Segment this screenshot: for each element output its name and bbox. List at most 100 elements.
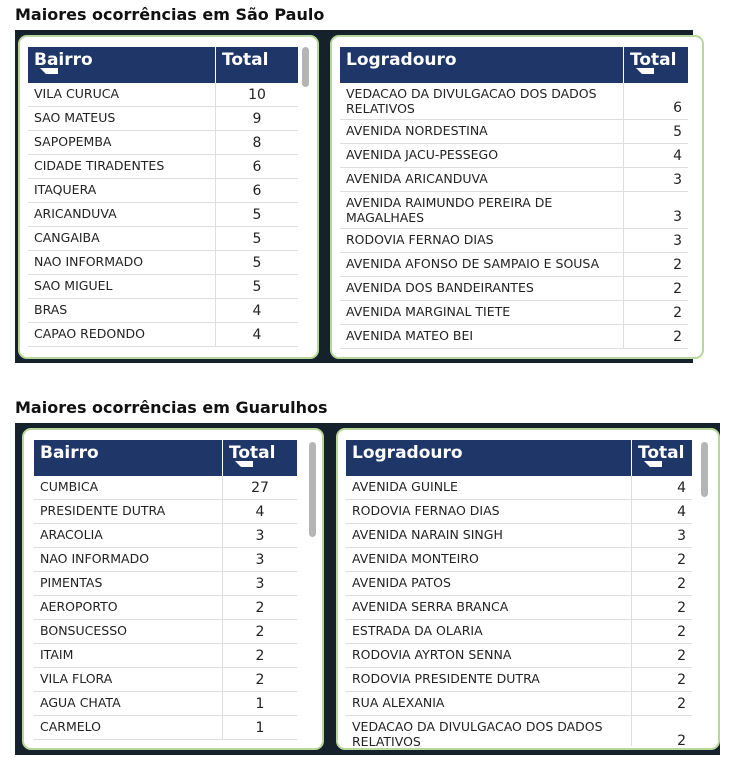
table: Logradouro Total AVENIDA GUINLE 4 RODOVIA FE… [346,440,692,746]
scrollbar [701,442,708,497]
table-header: Logradouro Total [346,440,692,476]
cell-text: RODOVIA AYRTON SENNA [346,644,632,667]
cell-number: 2 [673,257,682,273]
cell-number: 27 [251,480,269,496]
cell-text: ARICANDUVA [28,203,216,226]
table-row: SAO MIGUEL 5 [28,275,298,299]
cell-number: 2 [677,576,686,592]
scrollbar [302,47,309,87]
table-row: ARACOLIA 3 [34,524,297,548]
table-row: RUA ALEXANIA 2 [346,692,692,716]
table-row: AVENIDA DOS BANDEIRANTES 2 [340,277,688,301]
table-row: RODOVIA AYRTON SENNA 2 [346,644,692,668]
cell-number: 2 [677,552,686,568]
cell-text: NAO INFORMADO [28,251,216,274]
table-row: AVENIDA RAIMUNDO PEREIRA DE MAGALHAES 3 [340,192,688,229]
table-row: RODOVIA PRESIDENTE DUTRA 2 [346,668,692,692]
sort-icon [644,461,662,473]
cell-text: AVENIDA ARICANDUVA [340,168,624,191]
column-header: Bairro [28,47,216,83]
cell-text: VILA FLORA [34,668,223,691]
cell-text: ARACOLIA [34,524,223,547]
table-row: CARMELO 1 [34,716,297,740]
column-header: Logradouro [340,47,624,83]
cell-text: CARMELO [34,716,223,739]
column-header: Total [222,50,269,70]
table-row: RODOVIA FERNAO DIAS 3 [340,229,688,253]
cell-number: 4 [677,480,686,496]
cell-number: 2 [673,329,682,345]
cell-text: RUA ALEXANIA [346,692,632,715]
section-title: Maiores ocorrências em São Paulo [15,5,325,24]
cell-text: AVENIDA GUINLE [346,476,632,499]
cell-number: 5 [252,279,262,295]
table-panel: Logradouro Total AVENIDA GUINLE 4 RODOVIA FE… [336,428,720,750]
sort-icon [636,68,654,80]
table-row: AVENIDA MARGINAL TIETE 2 [340,301,688,325]
cell-text: ITAQUERA [28,179,216,202]
table-panel: Bairro Total CUMBICA 27 PRESIDENTE DUTRA 4 ARA… [22,428,324,750]
table-row: CIDADE TIRADENTES 6 [28,155,298,179]
cell-number: 6 [673,100,682,116]
table-row: SAPOPEMBA 8 [28,131,298,155]
column-header: Total [632,440,692,476]
table-row: BONSUCESSO 2 [34,620,297,644]
cell-text: AVENIDA MONTEIRO [346,548,632,571]
table-row: CUMBICA 27 [34,476,297,500]
cell-number: 3 [255,552,265,568]
table-row: AEROPORTO 2 [34,596,297,620]
cell-text: RODOVIA FERNAO DIAS [340,229,624,252]
cell-text: AVENIDA NORDESTINA [340,120,624,143]
cell-number: 8 [252,135,262,151]
cell-text: RODOVIA PRESIDENTE DUTRA [346,668,632,691]
cell-number: 5 [252,231,262,247]
table-header: Bairro Total [28,47,298,83]
cell-number: 2 [673,305,682,321]
table-row: CAPAO REDONDO 4 [28,323,298,347]
table-row: NAO INFORMADO 3 [34,548,297,572]
cell-number: 5 [252,255,262,271]
table-row: CANGAIBA 5 [28,227,298,251]
table-row: VEDACAO DA DIVULGACAO DOS DADOS RELATIVO… [340,83,688,120]
cell-number: 2 [673,281,682,297]
cell-number: 1 [255,696,265,712]
table-row: AVENIDA MATEO BEI 2 [340,325,688,349]
cell-text: SAO MATEUS [28,107,216,130]
cell-number: 2 [677,600,686,616]
table-header: Bairro Total [34,440,297,476]
cell-text: ESTRADA DA OLARIA [346,620,632,643]
sort-icon [40,68,58,80]
cell-number: 5 [252,207,262,223]
cell-number: 9 [252,111,262,127]
table-body: VILA CURUCA 10 SAO MATEUS 9 SAPOPEMBA 8 CIDADE… [28,83,298,347]
cell-text: PIMENTAS [34,572,223,595]
cell-text: VILA CURUCA [28,83,216,106]
table-body: CUMBICA 27 PRESIDENTE DUTRA 4 ARACOLIA 3 NAO I… [34,476,297,746]
cell-number: 4 [252,327,262,343]
cell-text: AVENIDA MARGINAL TIETE [340,301,624,324]
cell-text: VEDACAO DA DIVULGACAO DOS DADOS RELATIVO… [346,716,632,746]
table-row: ITAIM 2 [34,644,297,668]
table-row: VILA CURUCA 10 [28,83,298,107]
cell-number: 2 [255,672,265,688]
cell-text: AVENIDA PATOS [346,572,632,595]
table-row: AVENIDA NARAIN SINGH 3 [346,524,692,548]
cell-number: 4 [252,303,262,319]
cell-text: CAPAO REDONDO [28,323,216,346]
cell-text: VEDACAO DA DIVULGACAO DOS DADOS RELATIVO… [340,83,624,119]
cell-number: 3 [673,233,682,249]
cell-text: RODOVIA FERNAO DIAS [346,500,632,523]
cell-text: SAO MIGUEL [28,275,216,298]
cell-number: 6 [252,183,262,199]
table: Logradouro Total VEDACAO DA DIVULGACAO DOS… [340,47,688,351]
table-row: PIMENTAS 3 [34,572,297,596]
cell-text: CANGAIBA [28,227,216,250]
cell-number: 4 [673,148,682,164]
cell-text: AVENIDA SERRA BRANCA [346,596,632,619]
cell-number: 2 [677,648,686,664]
cell-number: 2 [677,733,686,746]
cell-number: 3 [255,576,265,592]
table-panel: Logradouro Total VEDACAO DA DIVULGACAO DOS… [330,35,704,359]
cell-text: AEROPORTO [34,596,223,619]
cell-text: AVENIDA JACU-PESSEGO [340,144,624,167]
